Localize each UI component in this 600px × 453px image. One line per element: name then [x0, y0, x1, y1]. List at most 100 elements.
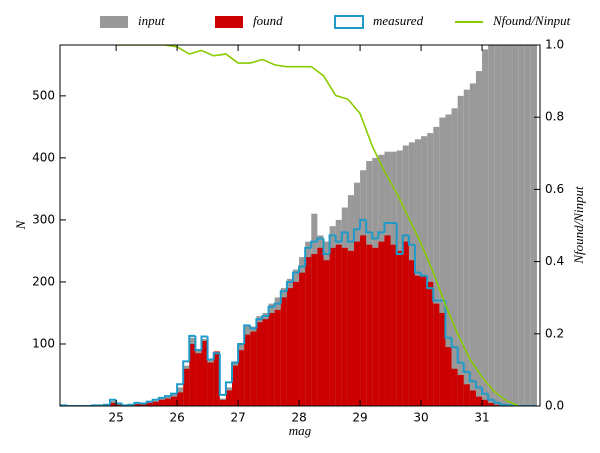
step-measured: [322, 238, 330, 256]
step-measured: [267, 305, 275, 317]
y2-axis-label: Nfound/Ninput: [571, 186, 586, 265]
bar-found: [292, 281, 300, 406]
legend-label: input: [138, 13, 165, 28]
step-measured: [139, 402, 147, 405]
step-measured: [249, 325, 257, 330]
step-measured: [121, 403, 129, 406]
y-axis-label: N: [13, 219, 28, 230]
bar-found: [341, 247, 348, 406]
step-measured: [487, 393, 495, 401]
bar-input: [457, 95, 464, 406]
y2-tick-label: 0.6: [545, 182, 564, 196]
step-measured: [468, 371, 476, 383]
x-axis-label: mag: [289, 423, 312, 438]
bar-found: [268, 312, 275, 406]
step-measured: [188, 334, 196, 362]
step-measured: [365, 219, 373, 234]
bar-input: [494, 45, 501, 406]
bar-found: [335, 244, 342, 406]
step-measured: [145, 400, 153, 404]
step-measured: [182, 360, 190, 385]
bar-input: [506, 45, 513, 406]
bar-input: [512, 45, 519, 406]
step-measured: [102, 403, 111, 406]
bar-found: [195, 353, 202, 406]
bar-found: [256, 322, 263, 406]
bar-found: [427, 281, 434, 406]
step-measured: [218, 353, 226, 396]
bar-input: [433, 126, 440, 406]
bar-found: [317, 247, 324, 406]
step-measured: [261, 315, 269, 320]
ratio-line: [116, 45, 519, 406]
x-tick-label: 27: [230, 411, 245, 425]
bar-found: [286, 288, 293, 406]
bar-found: [225, 390, 232, 406]
step-measured: [328, 234, 336, 255]
step-measured: [432, 288, 440, 302]
step-measured: [499, 402, 507, 406]
bar-found: [164, 398, 172, 406]
axes-frame: [59, 44, 541, 407]
x-tick-label: 25: [108, 411, 123, 425]
legend-label: Nfound/Ninput: [492, 13, 571, 28]
plot-area: [60, 45, 537, 406]
step-measured: [109, 398, 117, 405]
bar-found: [299, 272, 306, 406]
bar-input: [524, 45, 531, 406]
step-measured: [377, 231, 385, 239]
bar-input: [421, 136, 428, 406]
bar-found: [475, 396, 483, 406]
bar-input: [463, 89, 470, 406]
bar-found: [378, 241, 385, 406]
bar-found: [207, 362, 214, 406]
bar-found: [171, 396, 178, 406]
step-measured: [273, 302, 281, 307]
bar-found: [390, 244, 397, 406]
y-tick-label: 200: [32, 274, 55, 288]
legend-swatch: [334, 15, 364, 29]
bar-input: [488, 45, 495, 406]
bar-found: [451, 368, 458, 406]
step-measured: [444, 300, 452, 339]
bar-input: [482, 49, 489, 406]
bar-found: [433, 303, 440, 406]
y-tick-label: 500: [32, 88, 55, 102]
legend: input found measured Nfound/Ninput: [100, 13, 571, 29]
bar-found: [201, 340, 208, 406]
step-measured: [371, 232, 379, 240]
bar-found: [329, 247, 336, 406]
bar-found: [494, 404, 501, 406]
step-measured: [346, 232, 354, 243]
bar-found: [140, 404, 147, 406]
step-measured: [133, 401, 141, 405]
x-tick-label: 31: [474, 411, 489, 425]
bar-found: [323, 260, 330, 406]
bar-found: [360, 235, 367, 406]
bar-input: [445, 114, 452, 406]
bar-found: [396, 250, 403, 406]
bar-input: [469, 83, 476, 406]
step-measured: [493, 399, 501, 404]
bar-found: [231, 365, 239, 406]
step-measured: [243, 324, 251, 344]
bar-found: [244, 334, 251, 406]
bar-found: [177, 392, 184, 406]
bar-found: [183, 368, 190, 406]
step-measured: [310, 240, 318, 248]
bar-found: [158, 399, 165, 406]
y-tick-label: 100: [32, 336, 55, 350]
bar-input: [518, 45, 525, 406]
bar-found: [366, 244, 373, 406]
bar-input: [530, 45, 537, 406]
bar-found: [408, 260, 415, 406]
step-measured: [450, 337, 458, 349]
step-measured: [304, 246, 312, 267]
step-measured: [285, 280, 293, 292]
bar-found: [402, 241, 409, 406]
step-measured: [298, 265, 306, 273]
step-measured: [200, 335, 208, 351]
bar-found: [146, 402, 153, 406]
step-measured: [352, 228, 361, 242]
